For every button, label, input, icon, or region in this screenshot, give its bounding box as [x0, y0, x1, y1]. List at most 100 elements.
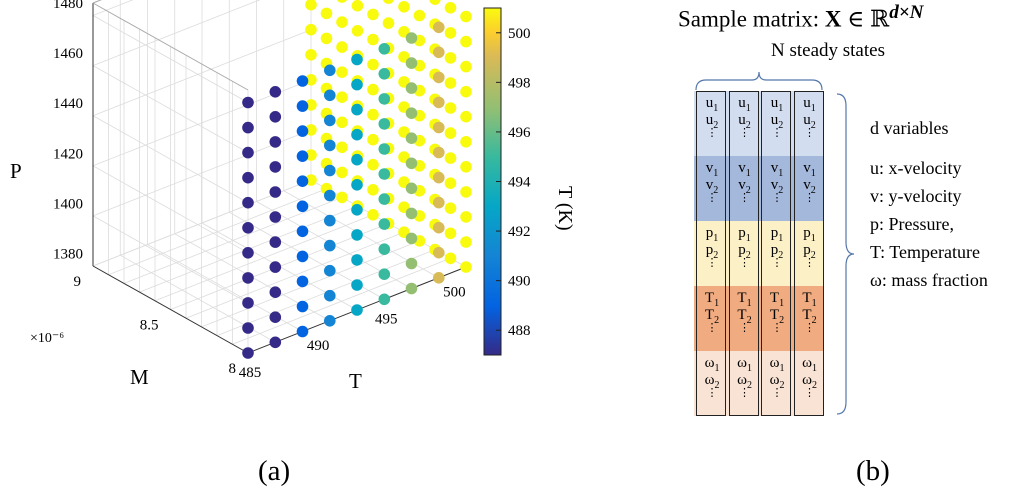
data-point — [367, 8, 379, 21]
data-point — [296, 250, 309, 263]
data-point — [460, 136, 472, 148]
data-point — [460, 236, 472, 248]
data-point — [367, 184, 379, 196]
matrix-entry: T2 — [802, 307, 817, 326]
matrix-entry: ω1 — [737, 355, 752, 374]
colorbar-tick-label: 494 — [508, 175, 531, 191]
data-point — [242, 171, 254, 184]
data-point — [320, 7, 333, 20]
data-point — [367, 158, 379, 171]
data-point — [405, 257, 418, 270]
y-tick-label: 8.5 — [140, 318, 159, 334]
z-tick-label: 1480 — [53, 0, 83, 12]
data-point — [336, 16, 348, 28]
vertical-ellipsis: ⋮ — [739, 257, 750, 269]
matrix-cell: T1 T2 ⋮ — [697, 290, 727, 334]
data-point — [337, 0, 347, 3]
matrix-cell: ω1 ω2 ⋮ — [730, 355, 760, 399]
y-tick-label: 9 — [74, 274, 82, 290]
data-point — [444, 127, 457, 139]
colorbar-ticks: 488 490 492 494 496 498 500 — [496, 26, 531, 339]
z-tick-label: 1440 — [53, 96, 83, 112]
data-point — [351, 229, 363, 241]
rows-label: d variables — [870, 118, 949, 138]
data-point — [378, 243, 391, 255]
matrix-cell: p1 p2 ⋮ — [697, 225, 727, 269]
data-point — [444, 102, 457, 114]
title-dimension: d×N — [889, 2, 924, 23]
legend-item-u: u: x-velocity — [870, 158, 962, 178]
data-point — [413, 9, 426, 22]
data-point — [269, 261, 282, 273]
legend-item-p: p: Pressure, — [870, 214, 954, 234]
matrix-cell: u1 u2 ⋮ — [697, 95, 727, 139]
axis-line — [92, 2, 249, 91]
matrix-cell: v1 v2 ⋮ — [697, 160, 727, 204]
data-point — [351, 128, 363, 141]
legend-item-T: T: Temperature — [870, 242, 980, 262]
axis-line — [232, 257, 451, 345]
data-point — [296, 175, 309, 187]
data-point — [296, 125, 309, 137]
matrix-entry: T2 — [737, 307, 752, 326]
data-point — [296, 100, 309, 112]
data-point — [429, 0, 441, 5]
columns-label: N steady states — [771, 40, 885, 61]
matrix-cell: v1 v2 ⋮ — [730, 160, 760, 204]
data-point — [378, 193, 391, 205]
colorbar-tick-label: 490 — [508, 274, 531, 290]
data-point — [433, 71, 445, 84]
colorbar-tick-label: 496 — [508, 125, 531, 141]
data-point — [305, 174, 317, 186]
data-point — [378, 293, 391, 306]
vertical-ellipsis: ⋮ — [739, 322, 750, 334]
matrix-entry: v2 — [705, 177, 719, 196]
matrix-entry: u1 — [770, 95, 784, 114]
matrix-column — [761, 91, 791, 416]
data-point — [351, 103, 363, 116]
data-point — [351, 304, 363, 316]
data-point — [336, 41, 348, 53]
matrix-entry: T2 — [704, 307, 720, 326]
data-point — [296, 200, 309, 213]
data-point — [405, 282, 418, 295]
data-point — [324, 315, 336, 327]
matrix-entry: v1 — [803, 160, 816, 179]
data-point — [433, 46, 445, 59]
data-point — [460, 10, 472, 23]
matrix-entry: p2 — [770, 242, 784, 261]
matrix-entry: v2 — [803, 177, 816, 196]
vertical-ellipsis: ⋮ — [706, 192, 718, 204]
matrix-entry: u2 — [770, 112, 784, 131]
data-point — [405, 232, 418, 245]
data-point — [433, 21, 445, 34]
variable-legend: d variables u: x-velocity v: y-velocity … — [870, 114, 988, 294]
data-point — [382, 17, 395, 29]
data-point — [405, 32, 418, 44]
data-point — [378, 43, 391, 55]
data-point — [351, 0, 364, 12]
data-point — [405, 132, 418, 144]
data-point — [378, 268, 391, 281]
matrix-entry: p2 — [803, 242, 816, 261]
data-point — [405, 157, 418, 170]
x-tick-label: 485 — [239, 365, 262, 381]
data-point — [269, 336, 282, 349]
colorbar-tick-label: 500 — [508, 26, 531, 42]
data-point — [336, 191, 348, 204]
plot-axes — [92, 0, 467, 354]
data-point — [305, 124, 317, 136]
data-point — [324, 189, 336, 202]
axis-line — [185, 231, 405, 319]
matrix-entry: p2 — [705, 242, 719, 261]
data-point — [351, 78, 363, 91]
matrix-column — [696, 91, 726, 416]
matrix-cell: u1 u2 ⋮ — [762, 95, 792, 139]
vertical-ellipsis: ⋮ — [804, 192, 815, 204]
matrix-entry: T1 — [802, 290, 817, 309]
data-point — [269, 136, 282, 148]
data-point — [324, 239, 336, 252]
data-point — [460, 211, 472, 223]
matrix-cell: p1 p2 ⋮ — [730, 225, 760, 269]
matrix-entry: ω2 — [704, 372, 720, 391]
